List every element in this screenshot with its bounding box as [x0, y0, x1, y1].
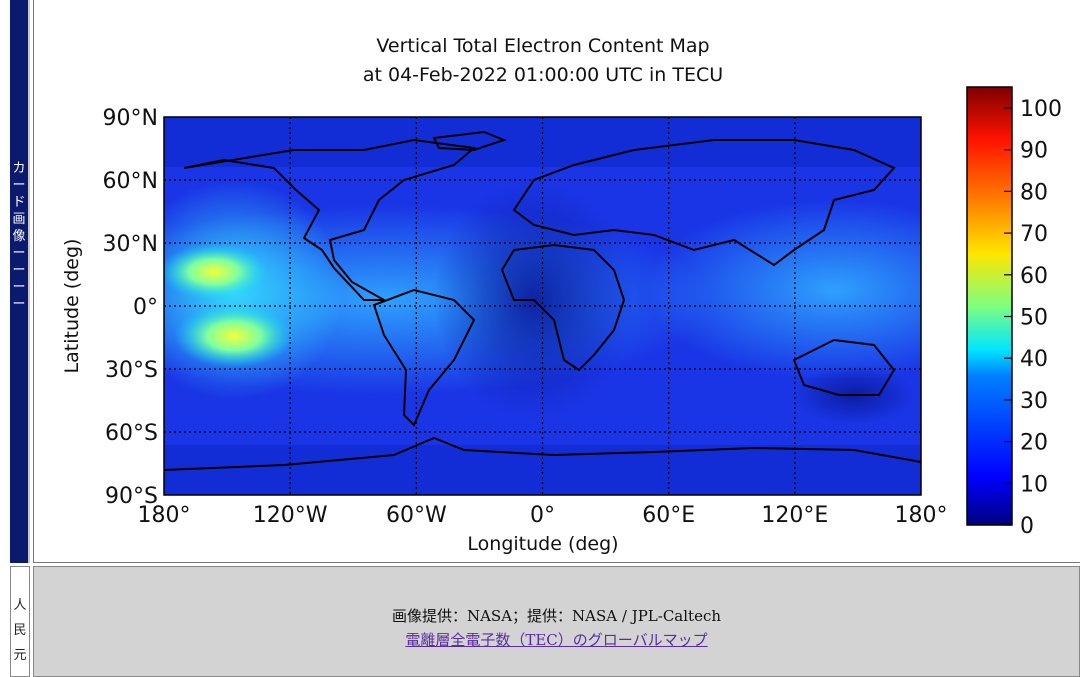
colorbar-tick-label: 40 [1020, 347, 1048, 372]
map-title-line2: at 04-Feb-2022 01:00:00 UTC in TECU [363, 64, 723, 86]
colorbar-tick-label: 10 [1020, 472, 1048, 497]
side-tab-card-images-label: カード画像ーーーー [12, 161, 26, 312]
latitude-tick-label: 90°N [103, 106, 158, 131]
longitude-tick-label: 180° [895, 503, 948, 528]
side-tab-rmb[interactable]: 人民元 [10, 566, 30, 677]
colorbar-tick-label: 60 [1020, 264, 1048, 289]
hotspot-south [174, 304, 294, 368]
longitude-tick-label: 60°W [386, 503, 447, 528]
side-tab-rmb-label: 人民元 [13, 598, 27, 663]
coast-australia [792, 338, 896, 396]
latitude-tick-label: 60°S [105, 421, 158, 446]
colorbar-tick-label: 70 [1020, 222, 1048, 247]
coast-eurasia [512, 139, 896, 267]
longitude-tick-label: 180° [138, 503, 191, 528]
coastlines [164, 130, 921, 471]
hotspot-north [164, 244, 269, 300]
colorbar-tick-label: 80 [1020, 180, 1048, 205]
longitude-tick-label: 120°W [253, 503, 328, 528]
longitude-tick-label: 120°E [761, 503, 828, 528]
colorbar [966, 86, 1013, 526]
longitude-tick-label: 0° [530, 503, 555, 528]
tec-map-link[interactable]: 電離層全電子数（TEC）のグローバルマップ [405, 631, 708, 649]
longitude-tick-label: 60°E [642, 503, 695, 528]
latitude-tick-label: 30°N [103, 232, 158, 257]
tec-map-figure: Vertical Total Electron Content Map at 0… [33, 0, 1080, 563]
tec-map-svg: Vertical Total Electron Content Map at 0… [61, 35, 1062, 555]
colorbar-tick-label: 90 [1020, 139, 1048, 164]
colorbar-tick-label: 100 [1020, 97, 1062, 122]
latitude-tick-label: 60°N [103, 169, 158, 194]
side-tab-card-images[interactable]: カード画像ーーーー [10, 0, 30, 563]
latitude-tick-labels: 90°N 60°N 30°N 0° 30°S 60°S 90°S [103, 106, 158, 509]
x-axis-label: Longitude (deg) [467, 533, 618, 555]
colorbar-tick-label: 0 [1020, 514, 1034, 539]
colorbar-tick-label: 20 [1020, 431, 1048, 456]
caption-panel: 画像提供：NASA；提供：NASA / JPL-Caltech 電離層全電子数（… [33, 566, 1080, 677]
longitude-tick-labels: 180° 120°W 60°W 0° 60°E 120°E 180° [138, 503, 948, 528]
latitude-tick-label: 0° [133, 295, 158, 320]
map-title-line1: Vertical Total Electron Content Map [376, 35, 709, 57]
coast-africa [500, 243, 626, 372]
latitude-tick-label: 90°S [105, 484, 158, 509]
graticule [164, 117, 921, 495]
coast-antarctica [164, 436, 921, 471]
colorbar-tick-label: 50 [1020, 306, 1048, 331]
coast-greenland [432, 130, 507, 152]
y-axis-label: Latitude (deg) [61, 239, 83, 374]
latitude-tick-label: 30°S [105, 358, 158, 383]
colorbar-tick-label: 30 [1020, 389, 1048, 414]
coast-south-america [372, 288, 476, 427]
coast-north-america [183, 138, 477, 301]
image-credit: 画像提供：NASA；提供：NASA / JPL-Caltech [391, 607, 722, 625]
